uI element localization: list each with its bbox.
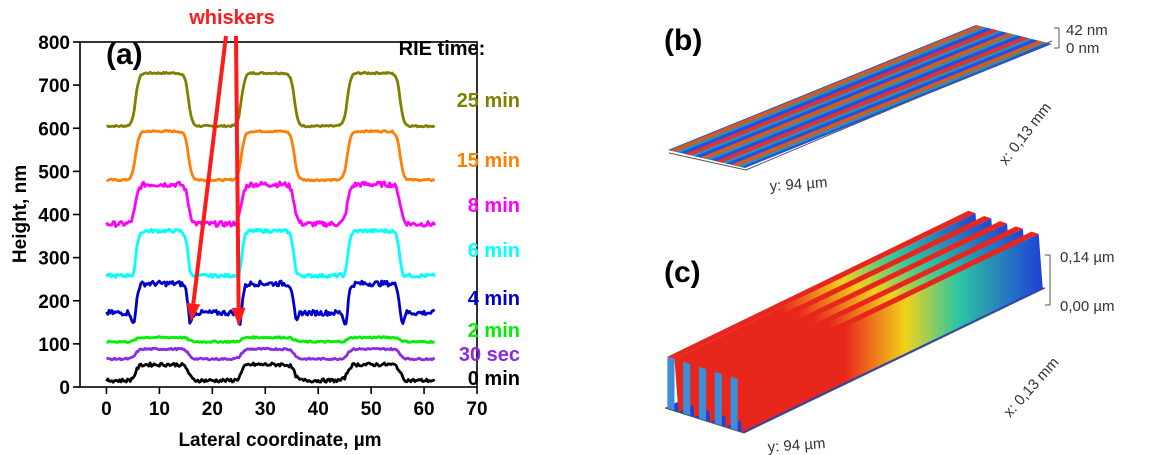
afm-slope-b: [706, 34, 1018, 160]
series-label: 30 sec: [459, 344, 520, 366]
y-tick-label: 300: [38, 249, 70, 270]
afm-ridge-top-c: [698, 221, 1008, 369]
afm-ridge-slope-c: [737, 233, 1043, 433]
y-ticks: 0 100 200 300 400 500 600 700 800: [38, 33, 80, 399]
x-ticks: 0 10 20 30 40 50 60 70: [101, 387, 488, 420]
x-size-label-b: x: 0,13 mm: [996, 100, 1055, 169]
y-tick-label: 600: [38, 119, 70, 140]
x-tick-label: 20: [202, 399, 223, 420]
panel-c-label: (c): [664, 256, 701, 289]
afm-slope-b: [675, 26, 988, 153]
series-line: [105, 129, 436, 183]
height-profile-chart: 0 10 20 30 40 50 60 70 0 100 200 300 400 500 600 700 80…: [10, 7, 520, 451]
y-tick-label: 500: [38, 162, 70, 183]
axis-x-c: [743, 287, 1046, 434]
series-line: [105, 180, 436, 228]
afm-ridge-front-c: [730, 376, 738, 431]
afm-ridge-top-c: [667, 210, 976, 359]
series-line: [106, 335, 435, 344]
series-label: 0 min: [468, 368, 520, 390]
series-label: 2 min: [468, 320, 520, 342]
x-tick-label: 40: [308, 399, 329, 420]
afm-slope-b: [691, 30, 1003, 157]
afm-slope-b: [737, 42, 1049, 168]
afm-ridge-front-c: [667, 356, 675, 411]
y-size-label-b: y: 94 µm: [769, 174, 828, 195]
series-line: [105, 227, 436, 279]
afm-ridge-b: [669, 25, 984, 152]
afm-ridge-front-c: [698, 366, 707, 421]
whiskers-annotation: whiskers: [188, 7, 275, 29]
arrow-shaft: [234, 35, 241, 308]
series-label: 15 min: [457, 150, 520, 172]
afm-ridge-b: [700, 32, 1014, 160]
afm-image-c: (c) 0,14 µm 0,00 µm x: 0,13 mm y: 94 µm: [664, 210, 1115, 455]
panel-a-label: (a): [106, 38, 143, 71]
afm-surface-b: [668, 25, 1052, 168]
series-line: [106, 346, 436, 362]
series-line: [105, 361, 436, 384]
x-tick-label: 70: [466, 399, 487, 420]
x-tick-label: 60: [413, 399, 434, 420]
series-label: 6 min: [468, 240, 520, 262]
y-tick-label: 800: [38, 33, 70, 54]
scale-bottom-b: 0 nm: [1066, 40, 1099, 57]
series-label: 4 min: [468, 288, 520, 310]
afm-ridge-b: [731, 40, 1045, 167]
afm-ridge-b: [715, 36, 1030, 163]
y-tick-label: 400: [38, 206, 70, 227]
afm-image-b: (b) 42 nm 0 nm x: 0,13 mm y: 94 µm: [664, 22, 1108, 195]
axis-y-b: [668, 152, 747, 171]
panel-b-label: (b): [664, 24, 702, 57]
scale-bottom-c: 0,00 µm: [1060, 298, 1115, 315]
x-axis-label: Lateral coordinate, µm: [178, 430, 381, 451]
afm-ridge-b: [684, 29, 999, 156]
arrow-head: [231, 307, 246, 326]
afm-surface-c: [665, 210, 1045, 433]
afm-ridge-top-c: [683, 215, 992, 364]
x-tick-label: 10: [149, 399, 170, 420]
scale-top-b: 42 nm: [1066, 22, 1108, 39]
x-size-label-c: x: 0,13 mm: [1000, 354, 1062, 421]
series-label: 25 min: [457, 90, 520, 112]
afm-ridge-top-c: [714, 226, 1023, 374]
series-line: [106, 70, 436, 129]
x-tick-label: 0: [101, 399, 112, 420]
y-axis-label: Height, nm: [10, 165, 31, 263]
y-size-label-c: y: 94 µm: [767, 435, 826, 455]
series-label: 8 min: [468, 195, 520, 217]
arrow-head: [186, 302, 201, 322]
x-tick-label: 30: [255, 399, 276, 420]
series-layer: [105, 70, 436, 384]
legend-title: RIE time:: [399, 38, 486, 60]
scale-top-c: 0,14 µm: [1060, 249, 1115, 266]
whisker-arrows: [186, 35, 246, 326]
x-tick-label: 50: [361, 399, 382, 420]
y-tick-label: 0: [59, 378, 70, 399]
y-tick-label: 200: [38, 292, 70, 313]
plot-frame: [79, 41, 478, 388]
series-line: [105, 279, 436, 326]
y-tick-label: 100: [38, 335, 70, 356]
axis-x-b: [745, 40, 1053, 171]
axis-y-c: [664, 407, 745, 434]
afm-ridge-front-c: [714, 371, 722, 426]
y-tick-label: 700: [38, 76, 70, 97]
afm-slope-b: [721, 38, 1033, 164]
afm-ridge-top-c: [730, 231, 1039, 379]
arrow-shaft: [191, 35, 228, 304]
afm-ridge-front-c: [683, 361, 691, 416]
